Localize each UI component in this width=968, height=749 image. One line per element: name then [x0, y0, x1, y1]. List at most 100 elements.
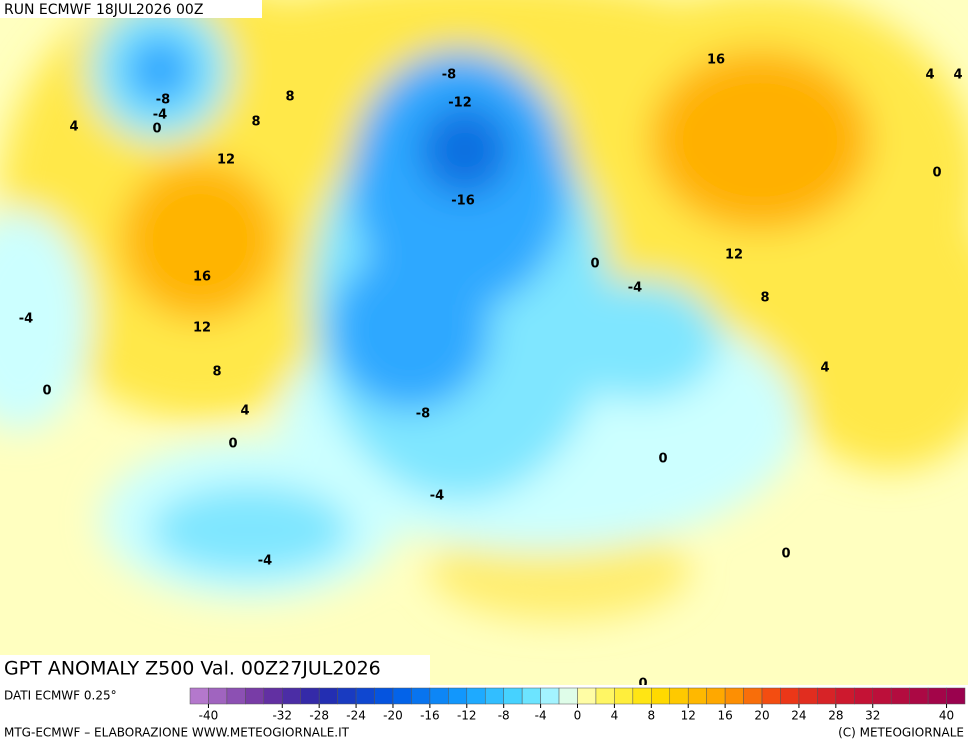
contour-label: 0 [781, 547, 790, 562]
data-source: DATI ECMWF 0.25° [4, 689, 117, 703]
color-bar-box [282, 687, 301, 705]
contour-label: -4 [258, 554, 272, 569]
color-bar-box [558, 687, 578, 705]
contour-label: 8 [760, 291, 769, 306]
color-bar-box [632, 687, 652, 705]
contour-label: 0 [638, 677, 647, 692]
color-bar-tick-label: 24 [791, 709, 806, 723]
footer-right: (C) METEOGIORNALE [838, 726, 964, 740]
contour-label: 0 [590, 257, 599, 272]
contour-label: 8 [212, 365, 221, 380]
color-bar-box [263, 687, 283, 705]
color-bar-tick-label: -8 [498, 709, 510, 723]
color-bar-tick-label: -40 [199, 709, 219, 723]
color-bar-box [374, 687, 394, 705]
contour-label: -8 [416, 407, 430, 422]
color-bar-tick-label: 16 [717, 709, 732, 723]
color-bar-tick-label: -28 [309, 709, 329, 723]
color-bar-box [300, 687, 320, 705]
contour-label: 4 [69, 120, 78, 135]
contour-label: -16 [451, 194, 475, 209]
run-label: RUN ECMWF 18JUL2026 00Z [4, 2, 203, 18]
contour-label: 4 [925, 68, 934, 83]
contour-label: 0 [228, 437, 237, 452]
color-bar-tick-label: 32 [865, 709, 880, 723]
color-bar-box [540, 687, 560, 705]
color-bar-box [651, 687, 671, 705]
color-bar-tick-label: 4 [611, 709, 619, 723]
map-title: GPT ANOMALY Z500 Val. 00Z27JUL2026 [4, 658, 381, 680]
contour-label: -4 [153, 108, 167, 123]
color-bar-box [595, 687, 615, 705]
contour-label: -4 [628, 281, 642, 296]
color-bar-box [577, 687, 597, 705]
color-bar-box [189, 687, 209, 705]
color-bar-box [817, 687, 837, 705]
color-bar-box [484, 687, 504, 705]
color-bar-tick-label: -16 [420, 709, 440, 723]
color-bar-box [226, 687, 246, 705]
color-bar-box [521, 687, 541, 705]
color-bar-box [392, 687, 412, 705]
color-bar-box [724, 687, 744, 705]
color-bar-box [706, 687, 726, 705]
color-bar-box [466, 687, 486, 705]
contour-label: 16 [193, 270, 211, 285]
contour-label: 0 [42, 384, 51, 399]
map: RUN ECMWF 18JUL2026 00Z GPT ANOMALY Z500… [0, 0, 968, 692]
color-bar-box [318, 687, 338, 705]
color-bar-tick-label: -4 [535, 709, 547, 723]
contour-label: 4 [820, 361, 829, 376]
color-bar-box [208, 687, 228, 705]
contour-label: 8 [285, 90, 294, 105]
color-bar-box [355, 687, 375, 705]
color-bar-tick-label: -20 [383, 709, 403, 723]
contour-label: 0 [932, 166, 941, 181]
color-bar-box [743, 687, 763, 705]
color-bar-box [872, 687, 892, 705]
contour-label: -4 [19, 312, 33, 327]
color-bar-box [337, 687, 357, 705]
color-bar-tick-label: 40 [939, 709, 954, 723]
color-bar-tick-label: 12 [681, 709, 696, 723]
contour-label: 8 [251, 115, 260, 130]
color-bar-box [835, 687, 855, 705]
contour-label: 4 [953, 68, 962, 83]
contour-label: 12 [725, 248, 743, 263]
contour-label: 12 [217, 153, 235, 168]
color-bar-tick-label: 8 [647, 709, 655, 723]
color-bar: -40 -32 -28 -24 -20 -16 -12 -8 -4 0 4 8 12 16 20 24 28 32… [189, 687, 966, 723]
color-bar-box [687, 687, 707, 705]
color-bar-box [669, 687, 689, 705]
color-bar-tick-label: -32 [272, 709, 292, 723]
color-bar-box [909, 687, 929, 705]
color-bar-box [448, 687, 468, 705]
contour-label: -8 [442, 68, 456, 83]
footer-left: MTG-ECMWF – ELABORAZIONE WWW.METEOGIORNA… [4, 726, 350, 740]
color-bar-box [411, 687, 431, 705]
color-bar-tick-label: 0 [574, 709, 582, 723]
contour-label: 0 [152, 122, 161, 137]
color-bar-box [890, 687, 910, 705]
color-bar-box [927, 687, 947, 705]
color-bar-box [614, 687, 634, 705]
color-bar-box [245, 687, 265, 705]
color-bar-box [503, 687, 523, 705]
color-bar-box [854, 687, 873, 705]
contour-label: -4 [430, 489, 444, 504]
contour-label: 12 [193, 321, 211, 336]
color-bar-tick-label: -12 [457, 709, 477, 723]
contour-label: 16 [707, 53, 725, 68]
contour-label: -12 [448, 96, 472, 111]
color-bar-box [761, 687, 781, 705]
contour-label: 0 [658, 452, 667, 467]
color-bar-box [798, 687, 818, 705]
contour-label: -8 [156, 93, 170, 108]
color-bar-tick-label: 20 [754, 709, 769, 723]
color-bar-tick-label: -24 [346, 709, 366, 723]
color-bar-box [429, 687, 449, 705]
color-bar-tick-label: 28 [828, 709, 843, 723]
color-bar-box [946, 687, 966, 705]
contour-label: 4 [240, 404, 249, 419]
